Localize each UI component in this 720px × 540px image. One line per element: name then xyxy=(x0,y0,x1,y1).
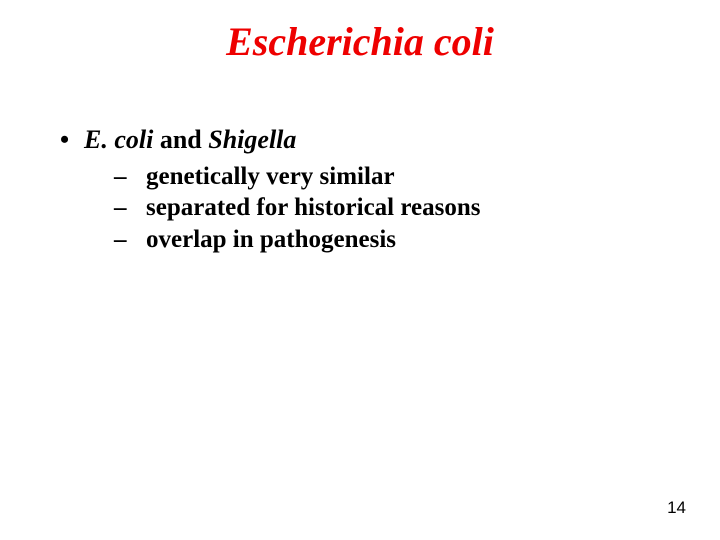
dash-icon: – xyxy=(114,192,132,223)
sub-bullet-item: –overlap in pathogenesis xyxy=(114,224,670,255)
dash-icon: – xyxy=(114,161,132,192)
dash-icon: – xyxy=(114,224,132,255)
slide-container: Escherichia coli • E. coli and Shigella –… xyxy=(0,0,720,540)
sub-bullet-text: genetically very similar xyxy=(146,163,395,190)
bullet-dot-icon: • xyxy=(60,125,68,155)
sub-bullet-text: overlap in pathogenesis xyxy=(146,226,396,253)
sub-bullet-list: –genetically very similar –separated for… xyxy=(114,161,670,255)
page-number: 14 xyxy=(667,498,686,518)
main-bullet: • E. coli and Shigella xyxy=(60,125,670,155)
sub-bullet-item: –genetically very similar xyxy=(114,161,670,192)
slide-title: Escherichia coli xyxy=(50,18,670,65)
main-bullet-part2: and xyxy=(160,125,208,154)
sub-bullet-text: separated for historical reasons xyxy=(146,194,480,221)
main-bullet-part3: Shigella xyxy=(208,125,296,154)
main-bullet-part1: E. coli xyxy=(84,125,160,154)
sub-bullet-item: –separated for historical reasons xyxy=(114,192,670,223)
slide-body: •E. coli and Shigella –genetically very … xyxy=(60,125,670,255)
